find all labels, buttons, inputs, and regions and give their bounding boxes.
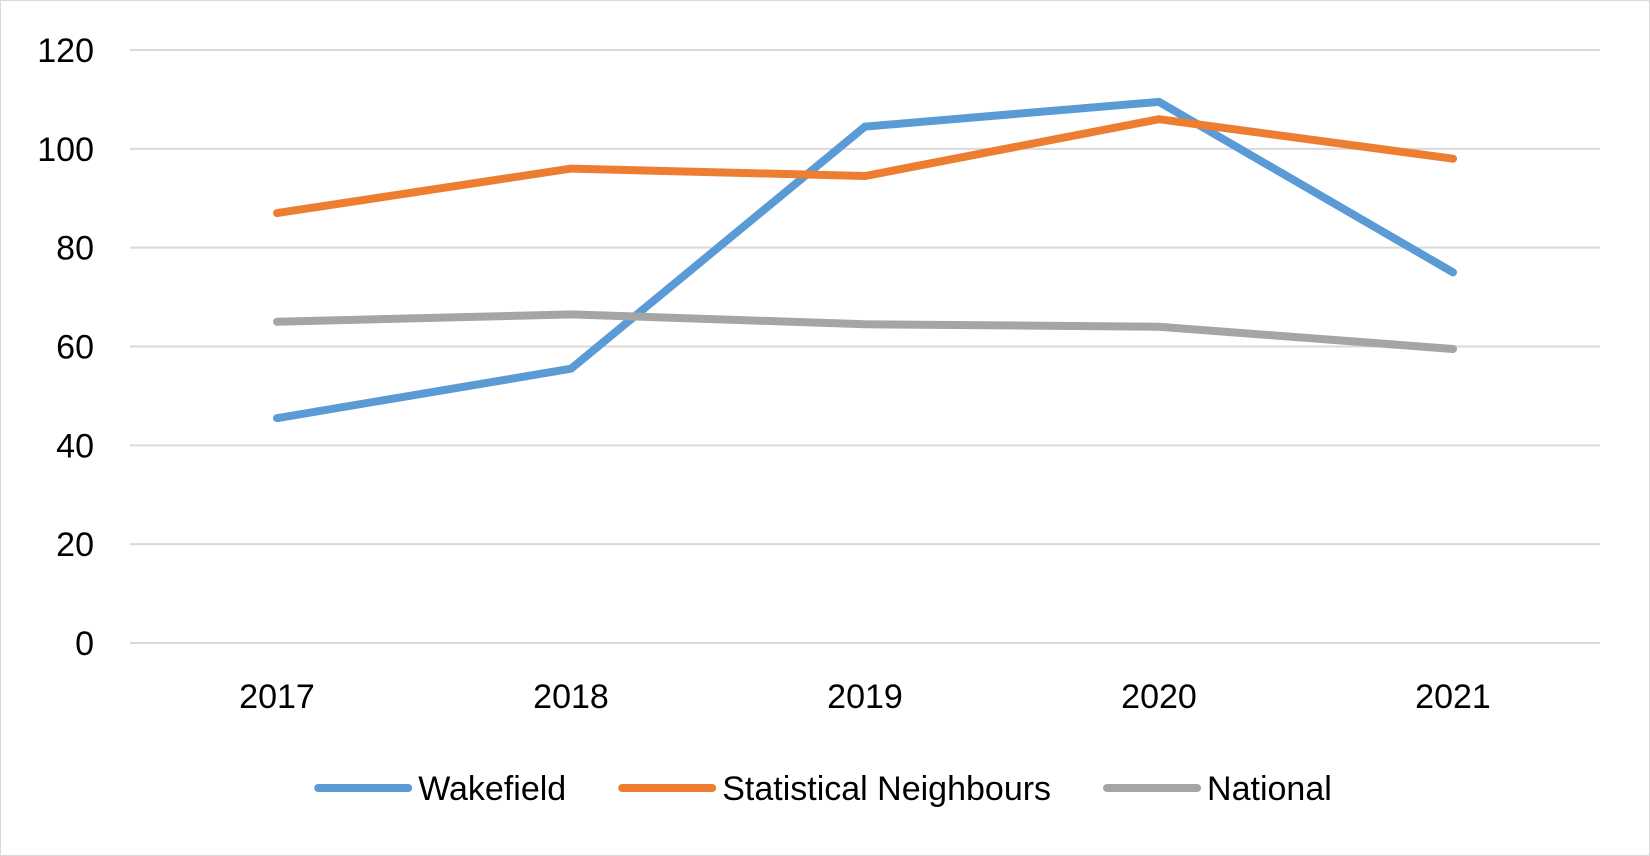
legend-label: Wakefield (418, 770, 566, 808)
y-tick-label: 100 (37, 131, 94, 169)
x-tick-label: 2021 (1415, 678, 1491, 716)
x-tick-label: 2019 (827, 678, 903, 716)
legend-item: Statistical Neighbours (618, 770, 1051, 808)
x-tick-label: 2020 (1121, 678, 1197, 716)
series-lines (273, 97, 1457, 423)
y-tick-label: 0 (75, 625, 94, 663)
series-line-national (273, 310, 1457, 353)
series-line-statistical-neighbours (273, 115, 1457, 218)
y-axis-ticks: 0 20 40 60 80 100 120 (37, 32, 94, 663)
y-tick-label: 80 (56, 230, 94, 268)
x-tick-label: 2018 (533, 678, 609, 716)
y-tick-label: 60 (56, 329, 94, 367)
x-axis-ticks: 2017 2018 2019 2020 2021 (239, 678, 1491, 716)
legend-item: National (1103, 770, 1332, 808)
legend: Wakefield Statistical Neighbours National (314, 770, 1332, 808)
y-tick-label: 40 (56, 427, 94, 465)
y-tick-label: 120 (37, 32, 94, 70)
x-tick-label: 2017 (239, 678, 315, 716)
legend-label: Statistical Neighbours (722, 770, 1051, 808)
legend-label: National (1207, 770, 1332, 808)
y-tick-label: 20 (56, 526, 94, 564)
legend-item: Wakefield (314, 770, 566, 808)
series-line-wakefield (273, 97, 1457, 423)
